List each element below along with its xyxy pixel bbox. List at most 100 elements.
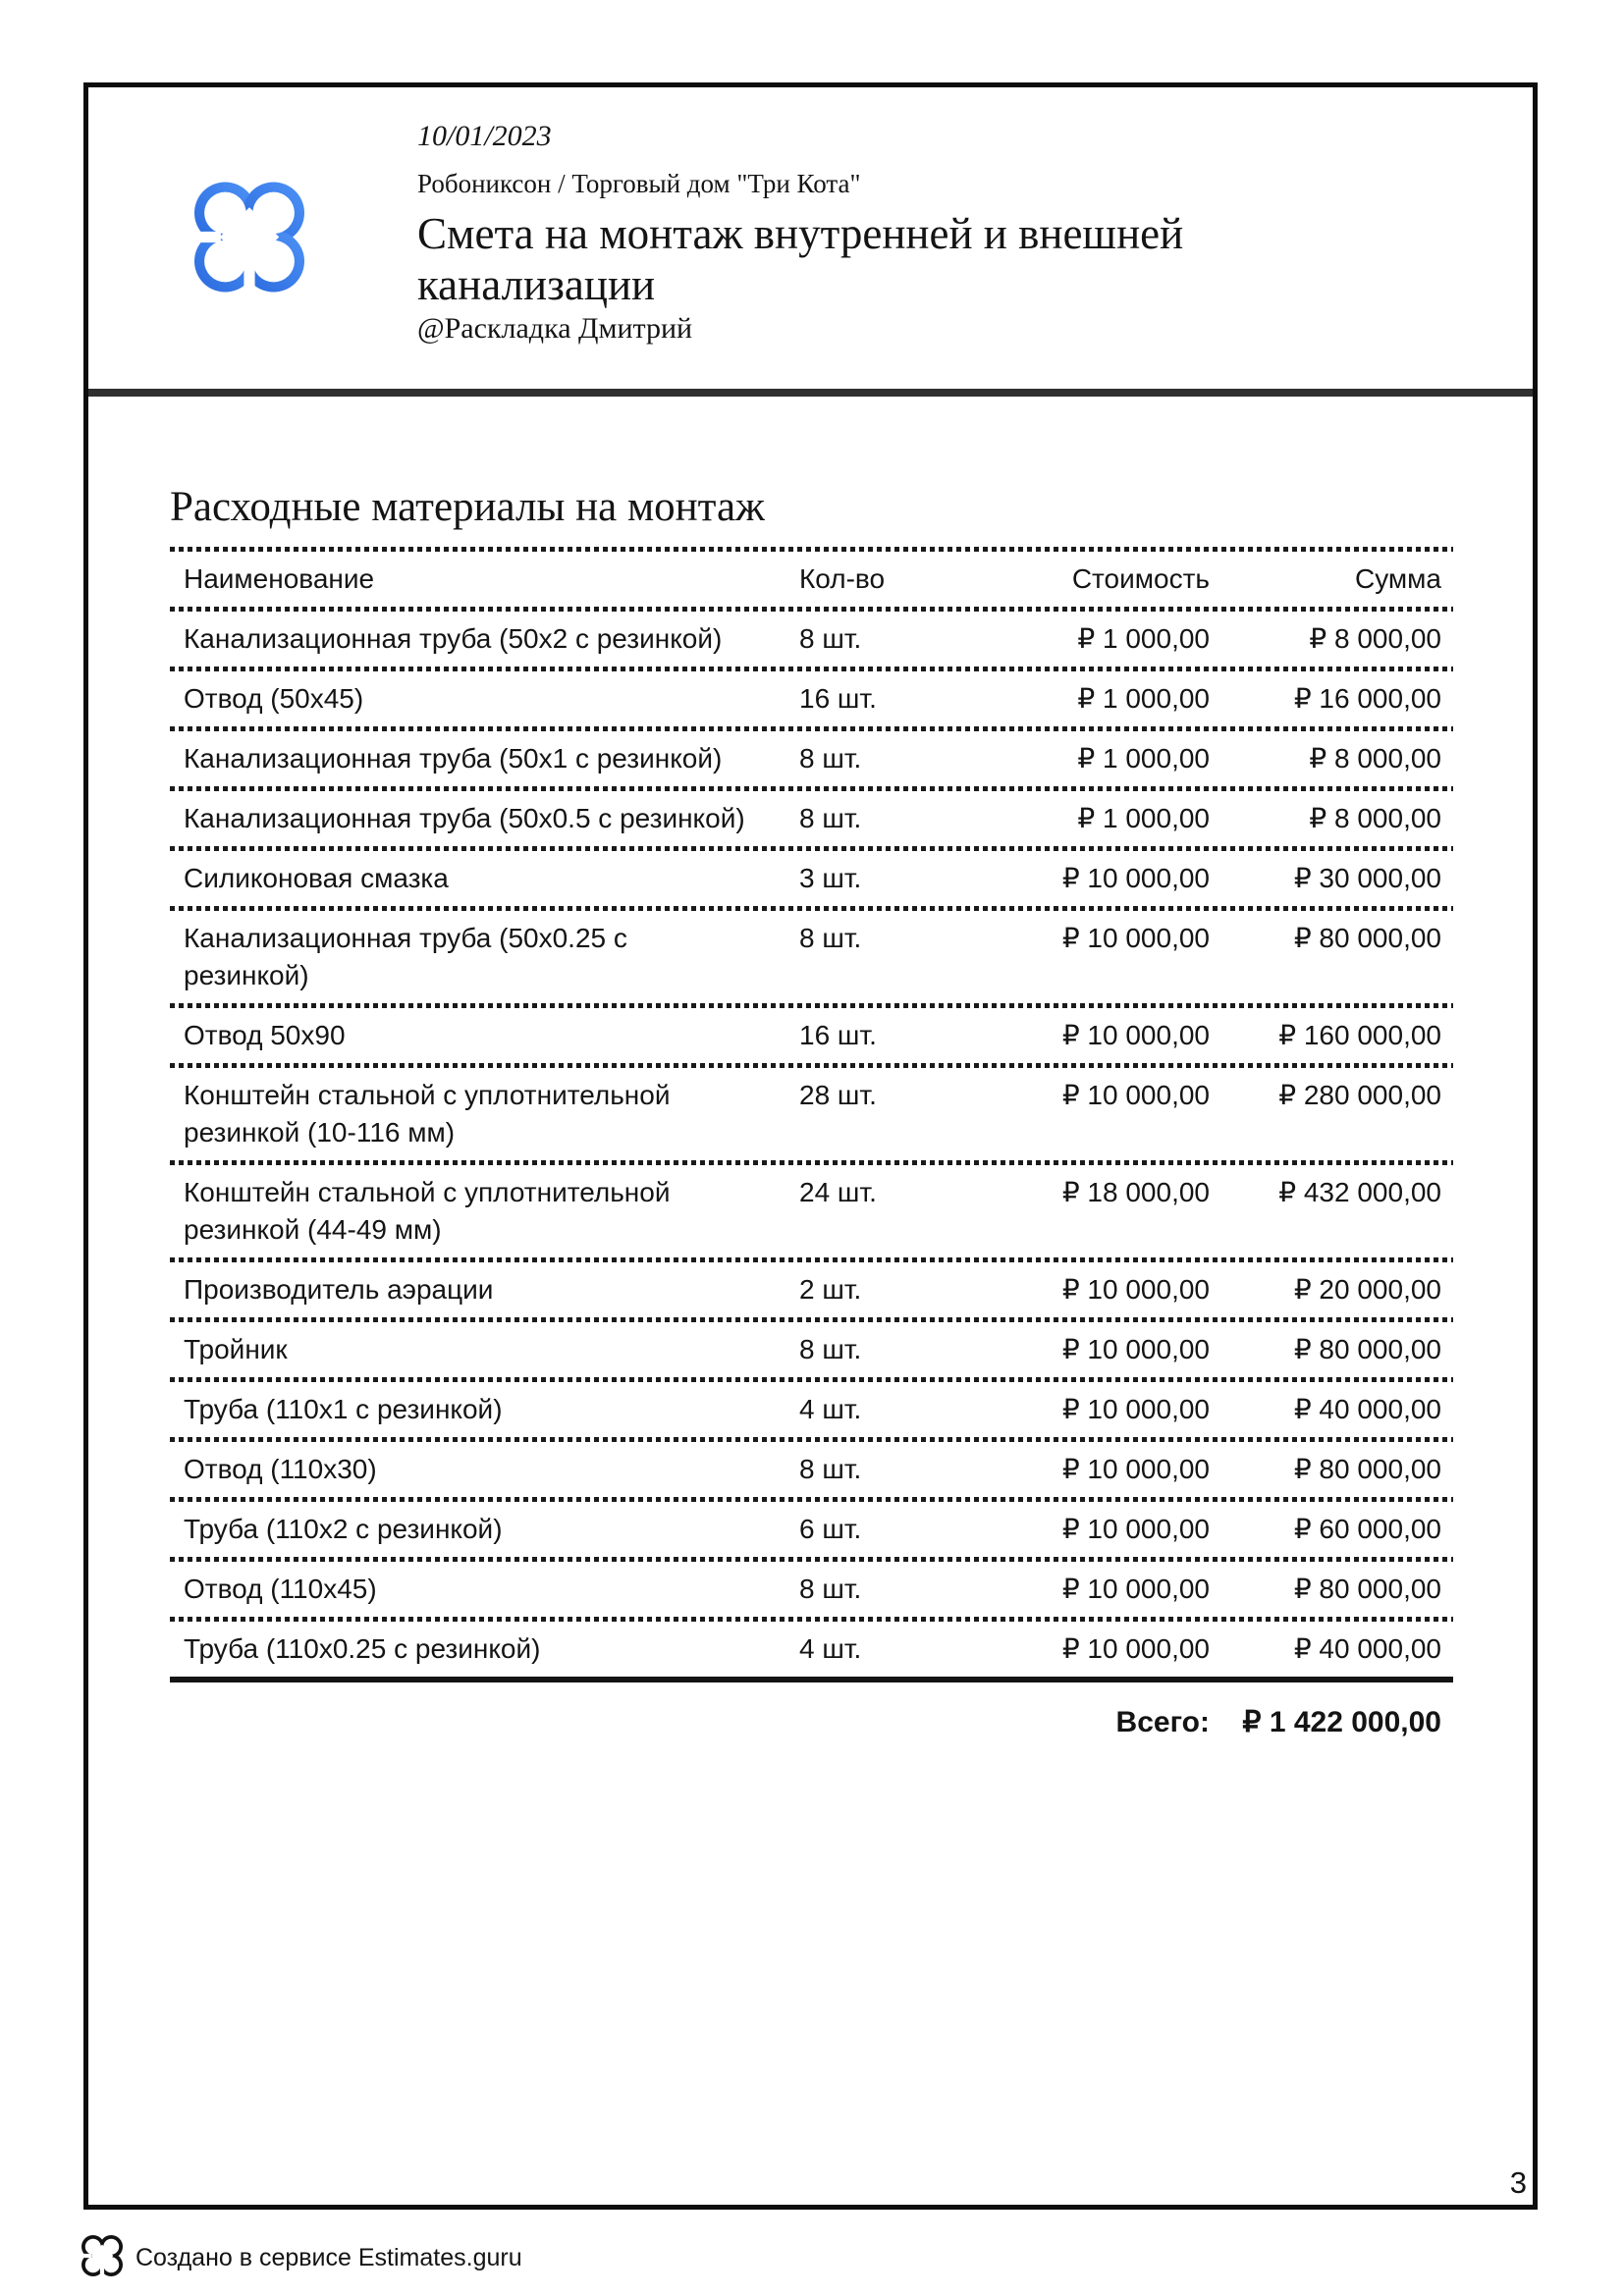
item-sum: ₽ 80 000,00 [1293, 1574, 1441, 1604]
item-name: Силиконовая смазка [184, 863, 449, 893]
item-sum: ₽ 16 000,00 [1293, 683, 1441, 714]
item-price: ₽ 10 000,00 [1061, 1633, 1210, 1664]
item-name: Труба (110х0.25 с резинкой) [184, 1633, 541, 1664]
item-qty: 8 шт. [799, 1574, 862, 1604]
dotted-divider [170, 1317, 1453, 1322]
table-row: Канализационная труба (50х0.5 с резинкой… [170, 791, 1453, 846]
table-row: Силиконовая смазка 3 шт. ₽ 10 000,00 ₽ 3… [170, 851, 1453, 906]
company-breadcrumb: Робониксон / Торговый дом "Три Кота" [417, 169, 861, 198]
item-name: Отвод (50х45) [184, 683, 364, 714]
table-row: Канализационная труба (50х2 с резинкой) … [170, 612, 1453, 667]
dotted-divider [170, 1063, 1453, 1068]
page-number: 3 [1509, 2165, 1527, 2200]
item-qty: 16 шт. [799, 683, 877, 714]
item-sum: ₽ 432 000,00 [1278, 1177, 1441, 1207]
table-row: Производитель аэрации 2 шт. ₽ 10 000,00 … [170, 1262, 1453, 1317]
table-header-row: Наименование Кол-во Стоимость Сумма [170, 552, 1453, 607]
item-sum: ₽ 80 000,00 [1293, 923, 1441, 953]
item-price: ₽ 10 000,00 [1061, 1334, 1210, 1364]
item-price: ₽ 1 000,00 [1077, 743, 1210, 774]
table-row: Труба (110х2 с резинкой) 6 шт. ₽ 10 000,… [170, 1502, 1453, 1557]
item-price: ₽ 10 000,00 [1061, 1020, 1210, 1050]
total-row: Всего: ₽ 1 422 000,00 [170, 1682, 1453, 1750]
dotted-divider [170, 1257, 1453, 1262]
item-price: ₽ 18 000,00 [1061, 1177, 1210, 1207]
table-row: Отвод 50х90 16 шт. ₽ 10 000,00 ₽ 160 000… [170, 1008, 1453, 1063]
document-title: Смета на монтаж внутренней и внешней кан… [417, 209, 1184, 309]
item-name: Производитель аэрации [184, 1274, 494, 1305]
header-divider [88, 389, 1533, 397]
dotted-divider [170, 547, 1453, 552]
column-header-qty: Кол-во [799, 563, 886, 594]
item-name: Конштейн стальной с уплотнительной резин… [184, 1080, 671, 1148]
service-credit: Создано в сервисе Estimates.guru [135, 2244, 522, 2271]
table-row: Конштейн стальной с уплотнительной резин… [170, 1165, 1453, 1257]
total-value: ₽ 1 422 000,00 [1242, 1706, 1441, 1738]
item-name: Труба (110х2 с резинкой) [184, 1514, 503, 1544]
dotted-divider [170, 1003, 1453, 1008]
item-name: Канализационная труба (50х0.5 с резинкой… [184, 803, 745, 833]
table-row: Отвод (110х30) 8 шт. ₽ 10 000,00 ₽ 80 00… [170, 1442, 1453, 1497]
item-sum: ₽ 40 000,00 [1293, 1633, 1441, 1664]
table-row: Канализационная труба (50х1 с резинкой) … [170, 731, 1453, 786]
table-row: Труба (110х1 с резинкой) 4 шт. ₽ 10 000,… [170, 1382, 1453, 1437]
dotted-divider [170, 786, 1453, 791]
table-row: Канализационная труба (50х0.25 с резинко… [170, 911, 1453, 1003]
author-handle: @Раскладка Дмитрий [417, 312, 693, 345]
document-date: 10/01/2023 [417, 120, 552, 152]
item-price: ₽ 10 000,00 [1061, 1080, 1210, 1110]
item-qty: 4 шт. [799, 1394, 862, 1424]
total-label: Всего: [1115, 1706, 1210, 1738]
item-name: Отвод 50х90 [184, 1020, 346, 1050]
item-qty: 8 шт. [799, 1334, 862, 1364]
dotted-divider [170, 1437, 1453, 1442]
item-qty: 2 шт. [799, 1274, 862, 1305]
item-qty: 8 шт. [799, 923, 862, 953]
item-name: Труба (110х1 с резинкой) [184, 1394, 503, 1424]
dotted-divider [170, 607, 1453, 612]
total-divider [170, 1677, 1453, 1682]
item-qty: 24 шт. [799, 1177, 877, 1207]
column-header-name: Наименование [184, 563, 375, 594]
table-rows: Канализационная труба (50х2 с резинкой) … [170, 612, 1453, 1677]
item-sum: ₽ 80 000,00 [1293, 1334, 1441, 1364]
company-logo-clover-icon [194, 182, 304, 293]
dotted-divider [170, 667, 1453, 671]
item-sum: ₽ 8 000,00 [1309, 803, 1441, 833]
dotted-divider [170, 726, 1453, 731]
materials-table: Наименование Кол-во Стоимость Сумма Кана… [170, 547, 1453, 1750]
item-qty: 3 шт. [799, 863, 862, 893]
table-row: Отвод (50х45) 16 шт. ₽ 1 000,00 ₽ 16 000… [170, 671, 1453, 726]
item-sum: ₽ 160 000,00 [1278, 1020, 1441, 1050]
item-name: Конштейн стальной с уплотнительной резин… [184, 1177, 671, 1245]
table-row: Отвод (110х45) 8 шт. ₽ 10 000,00 ₽ 80 00… [170, 1562, 1453, 1617]
section-title: Расходные материалы на монтаж [170, 484, 765, 530]
item-price: ₽ 1 000,00 [1077, 683, 1210, 714]
item-qty: 16 шт. [799, 1020, 877, 1050]
item-qty: 28 шт. [799, 1080, 877, 1110]
dotted-divider [170, 1557, 1453, 1562]
item-price: ₽ 10 000,00 [1061, 1454, 1210, 1484]
item-qty: 4 шт. [799, 1633, 862, 1664]
item-sum: ₽ 30 000,00 [1293, 863, 1441, 893]
item-name: Отвод (110х30) [184, 1454, 377, 1484]
item-price: ₽ 10 000,00 [1061, 1274, 1210, 1305]
item-sum: ₽ 8 000,00 [1309, 743, 1441, 774]
item-qty: 8 шт. [799, 1454, 862, 1484]
item-qty: 8 шт. [799, 623, 862, 654]
item-sum: ₽ 8 000,00 [1309, 623, 1441, 654]
item-name: Тройник [184, 1334, 288, 1364]
item-name: Канализационная труба (50х1 с резинкой) [184, 743, 723, 774]
table-row: Тройник 8 шт. ₽ 10 000,00 ₽ 80 000,00 [170, 1322, 1453, 1377]
dotted-divider [170, 846, 1453, 851]
table-row: Труба (110х0.25 с резинкой) 4 шт. ₽ 10 0… [170, 1622, 1453, 1677]
dotted-divider [170, 1160, 1453, 1165]
table-row: Конштейн стальной с уплотнительной резин… [170, 1068, 1453, 1160]
item-sum: ₽ 280 000,00 [1278, 1080, 1441, 1110]
item-sum: ₽ 40 000,00 [1293, 1394, 1441, 1424]
item-price: ₽ 10 000,00 [1061, 863, 1210, 893]
column-header-price: Стоимость [1071, 563, 1210, 594]
page-frame [83, 82, 1538, 2210]
footer-logo-clover-icon [81, 2235, 123, 2276]
